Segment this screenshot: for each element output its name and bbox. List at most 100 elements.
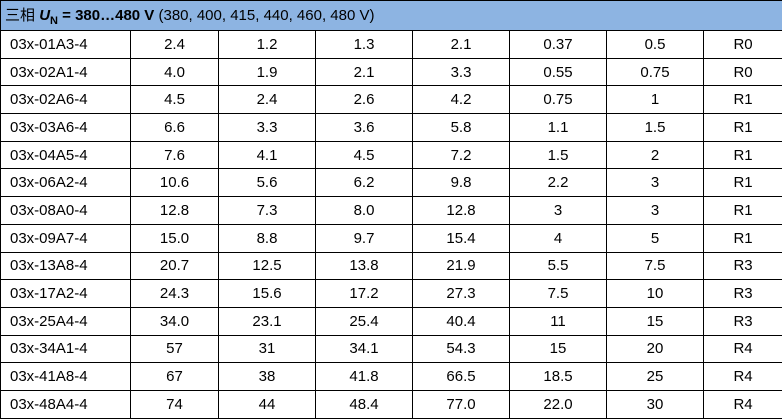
header-subscript: N — [50, 15, 58, 27]
cell: 2 — [607, 141, 704, 169]
cell: 4.0 — [131, 58, 219, 86]
type-code: 03x-08A0-4 — [1, 197, 131, 225]
type-code: 03x-48A4-4 — [1, 390, 131, 418]
cell: 1.5 — [510, 141, 607, 169]
cell: 2.6 — [316, 86, 413, 114]
cell: 34.0 — [131, 307, 219, 335]
cell: 18.5 — [510, 363, 607, 391]
header-symbol: U — [39, 7, 50, 24]
cell: 15.6 — [219, 280, 316, 308]
type-code: 03x-13A8-4 — [1, 252, 131, 280]
cell: 6.2 — [316, 169, 413, 197]
cell: 8.8 — [219, 224, 316, 252]
type-code: 03x-41A8-4 — [1, 363, 131, 391]
cell: R3 — [704, 252, 782, 280]
cell: 0.75 — [510, 86, 607, 114]
cell: 2.2 — [510, 169, 607, 197]
cell: 2.4 — [219, 86, 316, 114]
cell: 3 — [607, 197, 704, 225]
cell: 10 — [607, 280, 704, 308]
cell: 20.7 — [131, 252, 219, 280]
cell: 15.0 — [131, 224, 219, 252]
cell: 66.5 — [413, 363, 510, 391]
cell: 1.3 — [316, 31, 413, 59]
type-code: 03x-09A7-4 — [1, 224, 131, 252]
header-values: (380, 400, 415, 440, 460, 480 V) — [158, 7, 374, 24]
cell: 30 — [607, 390, 704, 418]
cell: R4 — [704, 390, 782, 418]
cell: R0 — [704, 31, 782, 59]
cell: 5.8 — [413, 114, 510, 142]
cell: 34.1 — [316, 335, 413, 363]
cell: 1.1 — [510, 114, 607, 142]
cell: 0.75 — [607, 58, 704, 86]
cell: 7.5 — [607, 252, 704, 280]
cell: 48.4 — [316, 390, 413, 418]
cell: 7.2 — [413, 141, 510, 169]
cell: 7.5 — [510, 280, 607, 308]
cell: 40.4 — [413, 307, 510, 335]
type-code: 03x-25A4-4 — [1, 307, 131, 335]
cell: 4.2 — [413, 86, 510, 114]
cell: 74 — [131, 390, 219, 418]
cell: R1 — [704, 197, 782, 225]
header-cell: 三相 UN = 380…480 V (380, 400, 415, 440, 4… — [1, 1, 782, 31]
cell: 17.2 — [316, 280, 413, 308]
type-code: 03x-04A5-4 — [1, 141, 131, 169]
cell: 8.0 — [316, 197, 413, 225]
cell: 5 — [607, 224, 704, 252]
cell: R0 — [704, 58, 782, 86]
header-range: = 380…480 V — [62, 7, 154, 24]
cell: 6.6 — [131, 114, 219, 142]
cell: 12.5 — [219, 252, 316, 280]
cell: 11 — [510, 307, 607, 335]
cell: R1 — [704, 141, 782, 169]
cell: 44 — [219, 390, 316, 418]
cell: 67 — [131, 363, 219, 391]
cell: 20 — [607, 335, 704, 363]
cell: 41.8 — [316, 363, 413, 391]
cell: 1.5 — [607, 114, 704, 142]
type-code: 03x-06A2-4 — [1, 169, 131, 197]
type-code: 03x-02A1-4 — [1, 58, 131, 86]
cell: 2.1 — [413, 31, 510, 59]
cell: 0.37 — [510, 31, 607, 59]
cell: 27.3 — [413, 280, 510, 308]
cell: 0.55 — [510, 58, 607, 86]
cell: 15.4 — [413, 224, 510, 252]
cell: 1 — [607, 86, 704, 114]
cell: 9.7 — [316, 224, 413, 252]
cell: R1 — [704, 114, 782, 142]
cell: 10.6 — [131, 169, 219, 197]
cell: R3 — [704, 307, 782, 335]
cell: 1.9 — [219, 58, 316, 86]
cell: 25.4 — [316, 307, 413, 335]
cell: 2.1 — [316, 58, 413, 86]
type-code: 03x-01A3-4 — [1, 31, 131, 59]
cell: R3 — [704, 280, 782, 308]
type-code: 03x-34A1-4 — [1, 335, 131, 363]
cell: 13.8 — [316, 252, 413, 280]
type-code: 03x-03A6-4 — [1, 114, 131, 142]
cell: 15 — [607, 307, 704, 335]
cell: 54.3 — [413, 335, 510, 363]
cell: 38 — [219, 363, 316, 391]
cell: R1 — [704, 224, 782, 252]
cell: R4 — [704, 335, 782, 363]
cell: 4 — [510, 224, 607, 252]
header-row: 三相 UN = 380…480 V (380, 400, 415, 440, 4… — [1, 1, 782, 31]
type-code: 03x-02A6-4 — [1, 86, 131, 114]
cell: 3.6 — [316, 114, 413, 142]
cell: 25 — [607, 363, 704, 391]
cell: 15 — [510, 335, 607, 363]
cell: R1 — [704, 169, 782, 197]
